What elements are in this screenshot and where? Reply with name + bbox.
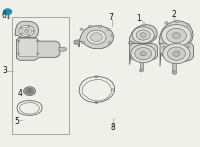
Circle shape (28, 26, 30, 27)
Circle shape (20, 27, 22, 29)
Circle shape (36, 53, 39, 55)
Circle shape (20, 33, 22, 34)
Circle shape (173, 51, 180, 56)
Circle shape (28, 35, 30, 36)
Circle shape (90, 33, 102, 42)
Polygon shape (172, 61, 176, 71)
Circle shape (24, 87, 36, 96)
Circle shape (163, 44, 190, 64)
Circle shape (98, 25, 102, 27)
Polygon shape (15, 21, 38, 40)
Text: 7: 7 (109, 13, 113, 22)
Circle shape (4, 12, 8, 14)
Circle shape (135, 47, 152, 60)
Polygon shape (129, 25, 157, 45)
Circle shape (7, 11, 9, 12)
Circle shape (8, 12, 11, 14)
Polygon shape (79, 26, 114, 49)
Circle shape (6, 9, 9, 11)
Circle shape (88, 25, 92, 28)
Circle shape (172, 33, 180, 39)
Circle shape (5, 10, 10, 13)
Circle shape (33, 30, 34, 31)
Circle shape (17, 53, 20, 55)
Text: 8: 8 (111, 123, 115, 132)
Circle shape (36, 40, 39, 42)
Circle shape (159, 36, 162, 38)
Circle shape (108, 41, 112, 44)
FancyBboxPatch shape (19, 39, 38, 56)
Circle shape (17, 40, 20, 42)
Circle shape (80, 28, 83, 31)
Circle shape (87, 30, 106, 44)
Circle shape (132, 27, 154, 43)
Circle shape (131, 58, 133, 60)
Circle shape (25, 29, 29, 32)
Circle shape (19, 25, 34, 36)
Polygon shape (16, 37, 60, 60)
Circle shape (107, 28, 110, 31)
Circle shape (140, 51, 146, 56)
Circle shape (26, 88, 34, 94)
Circle shape (187, 24, 190, 26)
Circle shape (166, 28, 186, 43)
Circle shape (175, 20, 179, 22)
Circle shape (131, 45, 156, 63)
Circle shape (4, 9, 8, 12)
Circle shape (8, 10, 12, 13)
Circle shape (161, 25, 191, 47)
Polygon shape (74, 40, 80, 44)
Polygon shape (160, 43, 194, 66)
Polygon shape (130, 43, 158, 65)
Circle shape (28, 90, 32, 93)
Circle shape (3, 10, 7, 13)
Polygon shape (159, 21, 193, 50)
Circle shape (6, 12, 9, 15)
Circle shape (186, 46, 190, 48)
Circle shape (165, 22, 168, 24)
Circle shape (129, 43, 132, 45)
Text: 3: 3 (2, 66, 7, 75)
Text: 1: 1 (137, 14, 141, 23)
Circle shape (167, 47, 185, 60)
Circle shape (154, 36, 157, 39)
Circle shape (111, 34, 114, 37)
Text: 6: 6 (2, 11, 7, 20)
Text: 5: 5 (15, 117, 19, 126)
Circle shape (8, 9, 11, 12)
Circle shape (81, 41, 85, 44)
Circle shape (136, 30, 150, 40)
Circle shape (22, 27, 32, 35)
Polygon shape (140, 60, 143, 69)
Circle shape (162, 46, 166, 48)
Circle shape (190, 34, 194, 36)
Circle shape (139, 69, 143, 72)
Circle shape (75, 41, 79, 44)
Text: 2: 2 (171, 10, 176, 19)
Circle shape (172, 71, 177, 74)
Circle shape (143, 24, 145, 26)
Text: 4: 4 (18, 89, 22, 98)
Polygon shape (59, 47, 66, 51)
Circle shape (140, 33, 146, 37)
